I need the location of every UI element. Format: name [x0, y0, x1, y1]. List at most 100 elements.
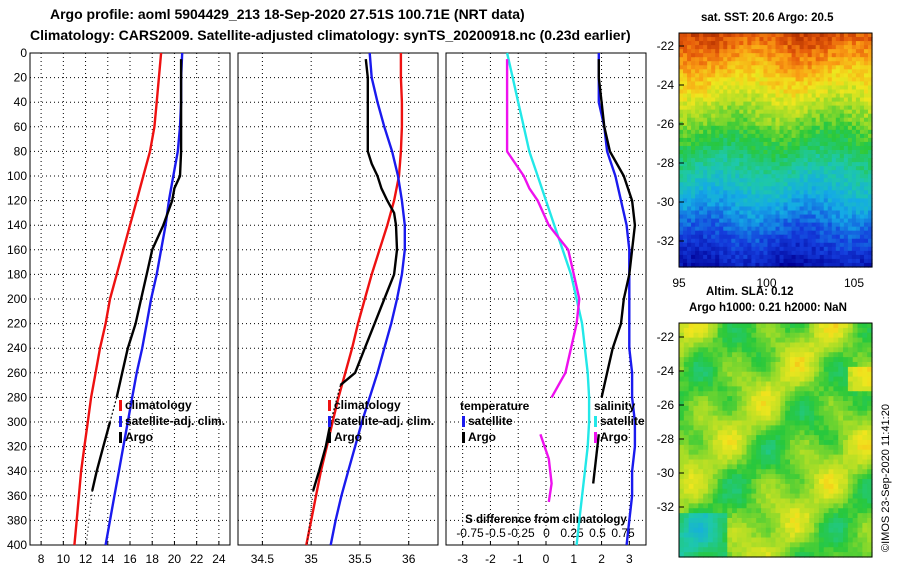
heat-cell [815, 206, 821, 212]
heat-cell [828, 469, 834, 475]
heat-cell [695, 69, 700, 74]
heat-cell [707, 464, 714, 470]
heat-cell [727, 154, 732, 159]
heat-cell [831, 230, 837, 236]
heat-cell [695, 218, 700, 224]
heat-cell [736, 459, 743, 465]
heat-cell [761, 371, 767, 378]
heat-cell [857, 420, 863, 426]
heat-cell [795, 150, 801, 155]
x-tick-label: 0 [543, 552, 550, 566]
heat-cell [687, 49, 692, 54]
heat-cell [867, 323, 873, 329]
heat-cell [783, 37, 789, 42]
heat-cell [863, 33, 869, 38]
heat-cell [775, 410, 781, 417]
heat-cell [722, 552, 728, 558]
heat-cell [711, 226, 716, 232]
heat-cell [827, 125, 833, 131]
heat-cell [835, 214, 841, 220]
heat-cell [811, 109, 817, 115]
heat-cell [699, 93, 704, 99]
heat-cell [759, 150, 765, 155]
heat-cell [727, 425, 733, 431]
heat-cell [799, 202, 805, 208]
heat-cell [827, 101, 833, 107]
heat-cell [767, 210, 773, 216]
heat-cell [779, 174, 785, 179]
heat-cell [699, 105, 704, 111]
heat-cell [823, 53, 829, 58]
heat-cell [867, 449, 873, 456]
heat-cell [727, 449, 733, 456]
heat-cell [780, 327, 786, 334]
heat-cell [791, 190, 797, 195]
heat-cell [867, 483, 873, 490]
heat-cell [775, 357, 781, 363]
heat-cell [794, 396, 801, 402]
heat-cell [688, 444, 695, 451]
heat-cell [791, 113, 797, 119]
heat-cell [703, 527, 709, 534]
heat-cell [799, 405, 806, 412]
heat-cell [743, 73, 748, 78]
heat-cell [863, 49, 869, 54]
heat-cell [862, 362, 868, 368]
heat-cell [732, 479, 738, 485]
heat-cell [823, 444, 830, 451]
heat-cell [780, 332, 786, 339]
heat-cell [693, 488, 699, 495]
heat-cell [703, 493, 709, 500]
heat-cell [693, 337, 699, 344]
heat-cell [852, 488, 859, 495]
heat-cell [863, 89, 869, 95]
heat-cell [863, 150, 869, 155]
heat-cell [719, 85, 724, 91]
heat-cell [767, 226, 773, 232]
heat-cell [759, 61, 765, 66]
heat-cell [741, 332, 748, 339]
heat-cell [759, 89, 765, 95]
heat-cell [759, 33, 765, 38]
heat-cell [847, 206, 853, 212]
heat-cell [775, 522, 781, 529]
heat-cell [799, 33, 805, 38]
heat-cell [691, 121, 696, 127]
heat-cell [688, 440, 695, 446]
heat-cell [855, 262, 861, 268]
heat-cell [763, 194, 769, 200]
heat-cell [767, 61, 773, 66]
heat-cell [799, 483, 806, 490]
heat-cell [783, 121, 789, 127]
heat-cell [771, 218, 777, 224]
heat-cell [771, 166, 777, 171]
heat-cell [857, 440, 863, 446]
heat-cell [785, 542, 791, 548]
heat-cell [855, 81, 861, 87]
heat-cell [679, 508, 685, 514]
heat-cell [747, 170, 752, 175]
heat-cell [814, 332, 820, 339]
heat-cell [785, 503, 791, 509]
heat-cell [804, 440, 810, 446]
heat-cell [743, 133, 748, 139]
heat-cell [739, 125, 744, 131]
heat-cell [707, 401, 714, 407]
heat-cell [833, 430, 839, 436]
heat-cell [761, 449, 767, 456]
heat-cell [707, 117, 712, 123]
heat-cell [814, 425, 820, 431]
heat-cell [795, 89, 801, 95]
heat-cell [695, 154, 700, 159]
heat-cell [698, 405, 704, 412]
heat-cell [770, 498, 777, 504]
heat-cell [807, 121, 813, 127]
heat-cell [722, 347, 728, 353]
heat-cell [767, 133, 773, 139]
heat-cell [799, 381, 806, 387]
heat-cell [747, 246, 752, 252]
heat-cell [843, 396, 849, 402]
heat-cell [695, 170, 700, 175]
heat-cell [847, 262, 853, 268]
heat-cell [857, 552, 863, 558]
